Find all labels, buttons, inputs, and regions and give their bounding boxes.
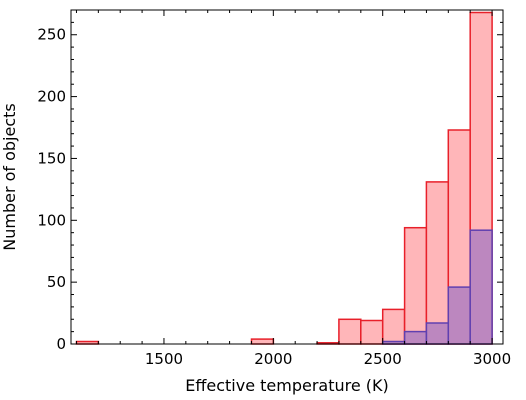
y-tick-label-0: 0 [56, 335, 66, 353]
histogram-bar-s0-6 [403, 226, 428, 345]
ticks-group: 1500 2000 2500 3000 0 50 100 150 200 250 [37, 9, 511, 368]
y-tick-label-3: 150 [37, 149, 66, 167]
histogram-bar-s1-1 [403, 330, 428, 345]
x-tick-label-2: 2500 [364, 350, 402, 368]
x-tick-label-3: 3000 [473, 350, 511, 368]
histogram-bar-s1-4 [469, 229, 493, 345]
x-tick-label-0: 1500 [145, 350, 183, 368]
histogram-bar-s1-3 [447, 286, 471, 345]
histogram-bar-s0-3 [338, 318, 362, 345]
histogram-bar-s0-1 [250, 338, 275, 345]
x-tick-label-1: 2000 [254, 350, 292, 368]
bars-group [75, 11, 493, 345]
y-tick-label-5: 250 [37, 26, 66, 44]
histogram-bar-s0-5 [381, 308, 406, 345]
histogram-bar-s0-7 [425, 181, 450, 345]
y-tick-label-2: 100 [37, 211, 66, 229]
plot-frame [70, 9, 504, 345]
y-tick-label-4: 200 [37, 88, 66, 106]
y-axis-label: Number of objects [0, 103, 19, 251]
x-axis-label: Effective temperature (K) [185, 376, 389, 395]
histogram-bar-s0-4 [360, 319, 384, 345]
histogram-bar-s1-2 [425, 322, 450, 345]
y-tick-label-1: 50 [47, 273, 66, 291]
